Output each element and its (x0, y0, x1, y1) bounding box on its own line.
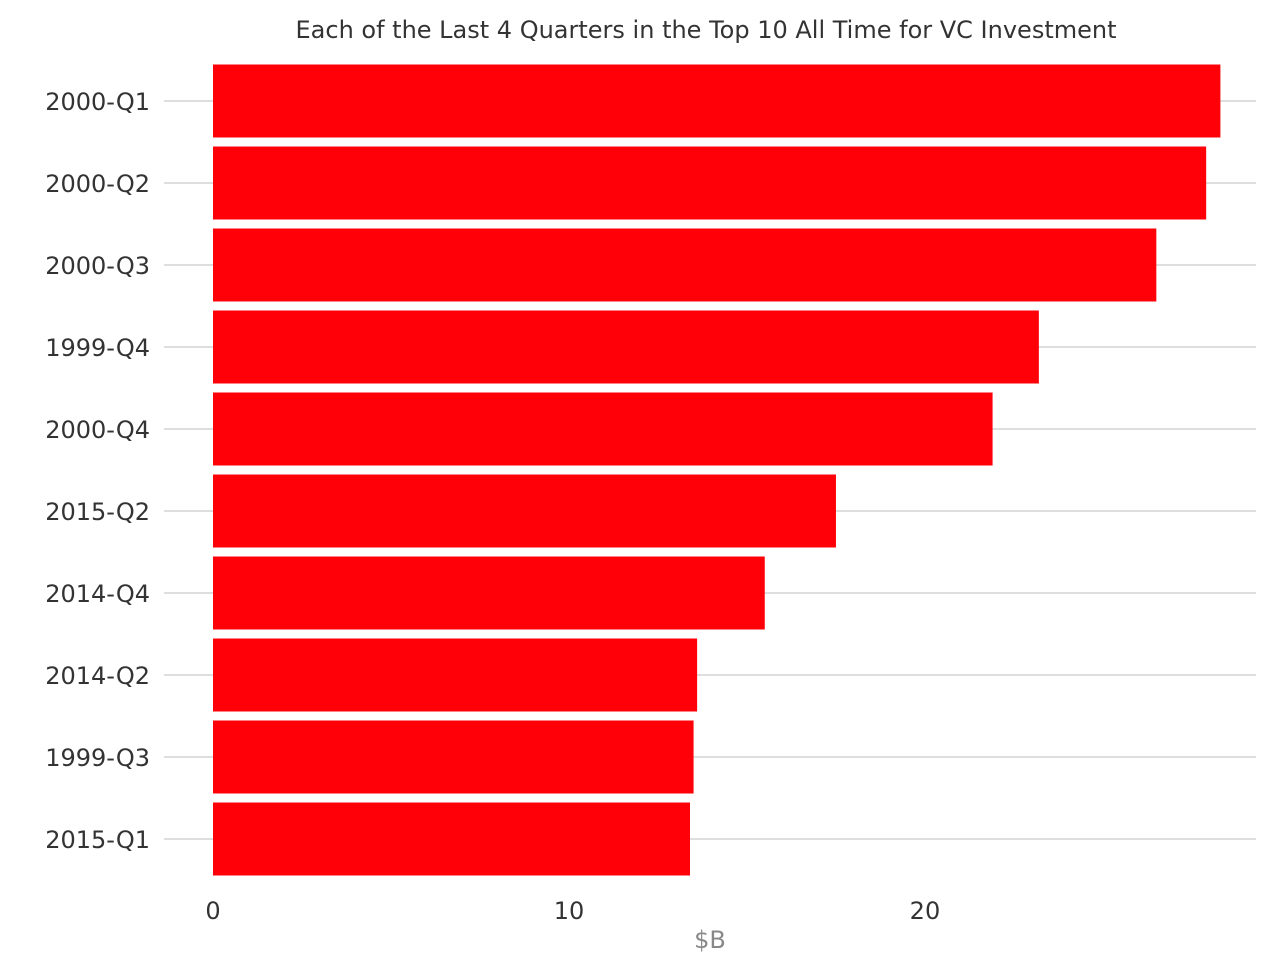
bar-2000-q3 (213, 228, 1157, 302)
x-axis: 0 10 20 (205, 897, 940, 925)
x-axis-label: $B (694, 926, 726, 954)
x-tick-label-0: 0 (205, 897, 220, 925)
y-tick-label-2014-q2: 2014-Q2 (45, 662, 150, 690)
bar-2014-q4 (213, 556, 765, 630)
bars (213, 64, 1221, 876)
x-tick-label-10: 10 (554, 897, 585, 925)
x-tick-label-20: 20 (910, 897, 941, 925)
bar-2000-q4 (213, 392, 993, 466)
bar-2000-q1 (213, 64, 1221, 138)
y-tick-label-1999-q3: 1999-Q3 (45, 744, 150, 772)
y-tick-label-2015-q1: 2015-Q1 (45, 826, 150, 854)
y-tick-label-2000-q3: 2000-Q3 (45, 252, 150, 280)
bar-1999-q4 (213, 310, 1039, 384)
bar-1999-q3 (213, 720, 694, 794)
y-tick-label-2000-q4: 2000-Q4 (45, 416, 150, 444)
y-axis: 2000-Q1 2000-Q2 2000-Q3 1999-Q4 2000-Q4 2015-… (45, 88, 150, 854)
bar-2000-q2 (213, 146, 1207, 220)
y-tick-label-2000-q1: 2000-Q1 (45, 88, 150, 116)
y-tick-label-2014-q4: 2014-Q4 (45, 580, 150, 608)
bar-2015-q2 (213, 474, 836, 548)
bar-2014-q2 (213, 638, 698, 712)
y-tick-label-2015-q2: 2015-Q2 (45, 498, 150, 526)
y-tick-label-1999-q4: 1999-Q4 (45, 334, 150, 362)
bar-2015-q1 (213, 802, 691, 876)
y-tick-label-2000-q2: 2000-Q2 (45, 170, 150, 198)
chart-title: Each of the Last 4 Quarters in the Top 1… (296, 16, 1117, 44)
